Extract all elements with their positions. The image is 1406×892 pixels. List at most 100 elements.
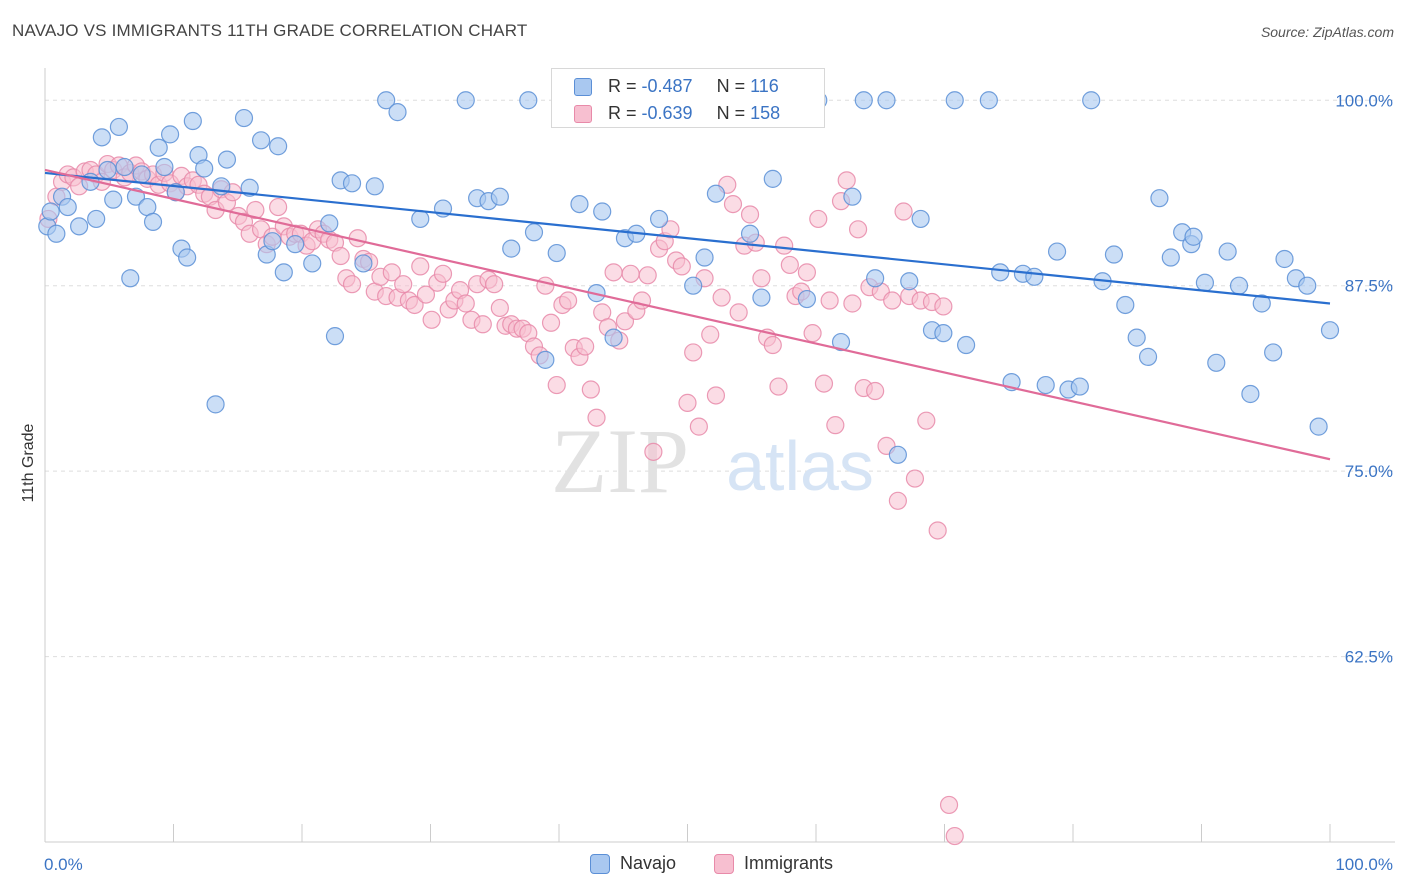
navajo-point-101 [1127,328,1146,347]
immigrants-point-91 [558,291,578,310]
immigrants-point-125 [752,269,771,288]
immigrants-point-120 [723,194,743,214]
navajo-point-27 [206,395,225,414]
immigrants-point-51 [331,246,350,266]
navajo-point-111 [1229,276,1249,295]
correlation-legend: R = -0.487 N = 116 R = -0.639 N = 158 [551,68,825,128]
immigrants-point-87 [536,276,555,295]
navajo-point-102 [1138,347,1158,366]
navajo-point-86 [945,91,964,110]
navajo-point-113 [1252,294,1271,313]
immigrants-point-69 [433,264,453,283]
navajo-point-11 [109,117,129,137]
navajo-point-64 [649,209,669,229]
navajo-points [38,91,1340,464]
navajo-point-92 [1025,267,1044,286]
watermark-atlas: atlas [726,427,874,505]
navajo-point-37 [286,235,305,254]
navajo-point-4 [58,197,77,217]
navajo-point-110 [1218,242,1237,261]
legend-r-value-immigrants: -0.639 [641,103,693,123]
immigrants-point-53 [342,275,362,294]
navajo-point-30 [234,108,254,128]
immigrants-point-136 [814,374,834,393]
navajo-point-103 [1150,189,1169,208]
immigrants-legend-label: Immigrants [744,853,834,873]
navajo-point-96 [1070,377,1089,396]
immigrants-point-73 [456,294,475,313]
navajo-point-8 [92,128,111,147]
immigrants-point-158 [939,795,959,815]
immigrants-point-148 [883,291,902,310]
navajo-point-94 [1047,242,1067,261]
navajo-point-53 [502,239,521,258]
legend-r-value-navajo: -0.487 [641,76,693,96]
navajo-point-81 [888,445,907,464]
navajo-point-47 [411,209,430,229]
navajo-point-88 [979,91,998,110]
immigrants-point-117 [706,386,726,405]
immigrants-point-101 [615,312,635,331]
navajo-point-54 [519,91,538,110]
navajo-point-83 [911,209,930,229]
navajo-point-107 [1184,227,1203,246]
navajo-point-117 [1298,276,1317,295]
immigrants-point-99 [604,263,623,282]
navajo-point-42 [342,174,362,193]
navajo-point-39 [320,214,339,233]
immigrants-point-128 [769,377,788,396]
navajo-point-85 [934,324,953,343]
navajo-point-40 [325,327,345,346]
immigrants-point-134 [803,324,822,343]
immigrants-point-150 [894,202,913,221]
navajo-point-34 [263,232,282,251]
navajo-point-31 [240,178,259,197]
navajo-legend-label: Navajo [620,853,677,873]
immigrants-point-96 [587,408,606,427]
immigrants-point-79 [490,298,509,318]
immigrants-point-109 [661,220,680,239]
navajo-point-15 [132,165,151,184]
navajo-point-66 [684,276,703,295]
immigrants-point-62 [394,275,413,294]
navajo-point-17 [143,212,163,231]
navajo-point-58 [570,194,589,214]
navajo-point-87 [957,335,976,355]
navajo-point-13 [121,269,140,288]
navajo-point-80 [877,91,896,110]
navajo-point-44 [365,177,384,196]
x-tick-label-0: 0.0% [44,855,83,874]
navajo-point-21 [166,183,185,202]
navajo-point-74 [797,289,817,309]
navajo-trend-line [44,171,1331,305]
navajo-point-71 [752,288,771,307]
navajo-point-1 [41,202,60,221]
immigrants-point-60 [382,263,401,282]
immigrants-legend-swatch [714,854,734,874]
navajo-point-35 [269,137,288,156]
legend-n-value-navajo: 116 [750,76,779,96]
immigrants-point-145 [866,381,885,401]
tick-labels: 62.5% 75.0% 87.5% 100.0% 0.0% 100.0% [44,91,1393,874]
navajo-point-2 [47,224,66,243]
immigrants-point-130 [780,255,799,275]
navajo-point-99 [1104,245,1124,264]
immigrants-point-66 [416,285,436,304]
navajo-point-56 [536,350,555,369]
navajo-point-60 [593,202,612,221]
immigrants-point-154 [917,411,936,430]
navajo-point-112 [1241,384,1260,404]
navajo-point-26 [195,159,214,178]
navajo-point-93 [1036,375,1055,395]
navajo-point-78 [854,91,873,110]
navajo-point-119 [1320,321,1340,340]
navajo-point-89 [991,263,1010,282]
immigrants-point-118 [712,288,731,307]
immigrants-point-116 [701,325,720,344]
navajo-point-45 [377,91,396,110]
immigrants-point-123 [740,205,760,224]
immigrants-point-133 [797,263,817,282]
immigrants-point-88 [541,313,561,332]
immigrants-trend-line [44,168,1331,461]
navajo-legend-swatch [590,854,610,874]
